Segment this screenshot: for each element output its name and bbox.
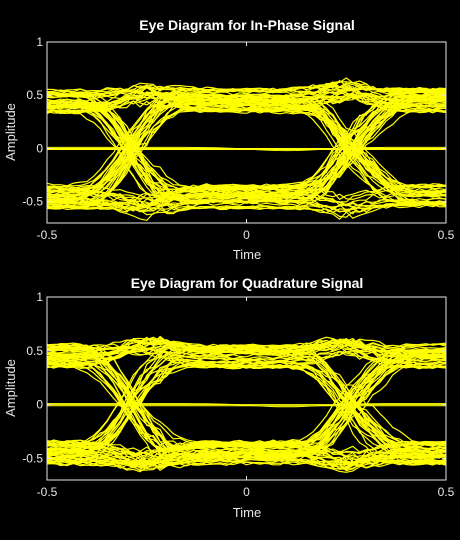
in-phase-eye-trace: [47, 104, 446, 213]
quadrature-eye-trace: [47, 353, 446, 457]
in-phase-x-tick-label: 0: [243, 228, 250, 242]
quadrature-ticks: -0.5 0 0.5 -0.5 0 0.5 1: [22, 290, 454, 499]
quadrature-eye-trace: [47, 354, 446, 451]
in-phase-zero-trace: [47, 146, 446, 152]
in-phase-eye-trace: [47, 91, 446, 203]
quadrature-eye-trace: [47, 358, 446, 446]
quadrature-y-axis-label: Amplitude: [3, 359, 18, 417]
in-phase-eye-trace: [47, 94, 446, 200]
quadrature-panel: Eye Diagram for Quadrature Signal -0.5 0 0…: [3, 275, 455, 520]
quadrature-y-tick-label: 1: [36, 290, 43, 304]
quadrature-eye-trace: [47, 342, 446, 470]
in-phase-eye-trace: [47, 87, 446, 204]
in-phase-eye-trace: [47, 102, 446, 205]
quadrature-x-tick-label: 0: [243, 485, 250, 499]
quadrature-eye-trace: [47, 338, 446, 459]
in-phase-x-tick-label: 0.5: [438, 228, 455, 242]
in-phase-plot-area: [47, 77, 446, 222]
quadrature-eye-trace: [47, 355, 446, 458]
in-phase-eye-trace: [47, 86, 446, 104]
in-phase-eye-trace: [47, 99, 446, 201]
in-phase-eye-trace: [47, 97, 446, 205]
quadrature-eye-trace: [47, 340, 446, 455]
in-phase-y-tick-label: -0.5: [22, 195, 43, 209]
in-phase-eye-trace: [47, 100, 446, 208]
in-phase-panel: Eye Diagram for In-Phase Signal -0.5 0 0.5…: [3, 17, 455, 262]
quadrature-eye-trace: [47, 345, 446, 470]
in-phase-y-tick-label: 0.5: [26, 88, 43, 102]
quadrature-y-tick-label: 0: [36, 398, 43, 412]
in-phase-y-tick-label: 1: [36, 35, 43, 49]
in-phase-x-tick-label: -0.5: [37, 228, 58, 242]
in-phase-y-tick-label: 0: [36, 141, 43, 155]
in-phase-eye-trace: [47, 188, 446, 207]
quadrature-x-tick-label: -0.5: [37, 485, 58, 499]
in-phase-eye-trace: [47, 103, 446, 204]
quadrature-eye-trace: [47, 338, 446, 450]
quadrature-eye-trace: [47, 362, 446, 462]
quadrature-plot-area: [47, 335, 446, 473]
quadrature-y-tick-label: 0.5: [26, 344, 43, 358]
quadrature-y-tick-label: -0.5: [22, 451, 43, 465]
in-phase-eye-traces: [47, 77, 446, 222]
in-phase-y-axis-label: Amplitude: [3, 103, 18, 161]
quadrature-eye-trace: [47, 347, 446, 452]
quadrature-x-tick-label: 0.5: [438, 485, 455, 499]
quadrature-title: Eye Diagram for Quadrature Signal: [131, 275, 364, 291]
in-phase-title: Eye Diagram for In-Phase Signal: [139, 17, 355, 33]
quadrature-eye-trace: [47, 443, 446, 472]
in-phase-eye-trace: [47, 95, 446, 212]
quadrature-x-axis-label: Time: [233, 505, 261, 520]
in-phase-eye-trace: [47, 81, 446, 195]
quadrature-eye-trace: [47, 338, 446, 355]
quadrature-eye-traces: [47, 335, 446, 473]
in-phase-x-axis-label: Time: [233, 247, 261, 262]
in-phase-eye-trace: [47, 94, 446, 201]
in-phase-eye-trace: [47, 100, 446, 197]
quadrature-zero-trace: [47, 403, 446, 408]
in-phase-eye-trace: [47, 89, 446, 212]
quadrature-eye-trace: [47, 362, 446, 453]
in-phase-ticks: -0.5 0 0.5 -0.5 0 0.5 1: [22, 35, 454, 242]
in-phase-eye-trace: [47, 95, 446, 208]
in-phase-eye-trace: [47, 87, 446, 206]
quadrature-eye-trace: [47, 347, 446, 469]
